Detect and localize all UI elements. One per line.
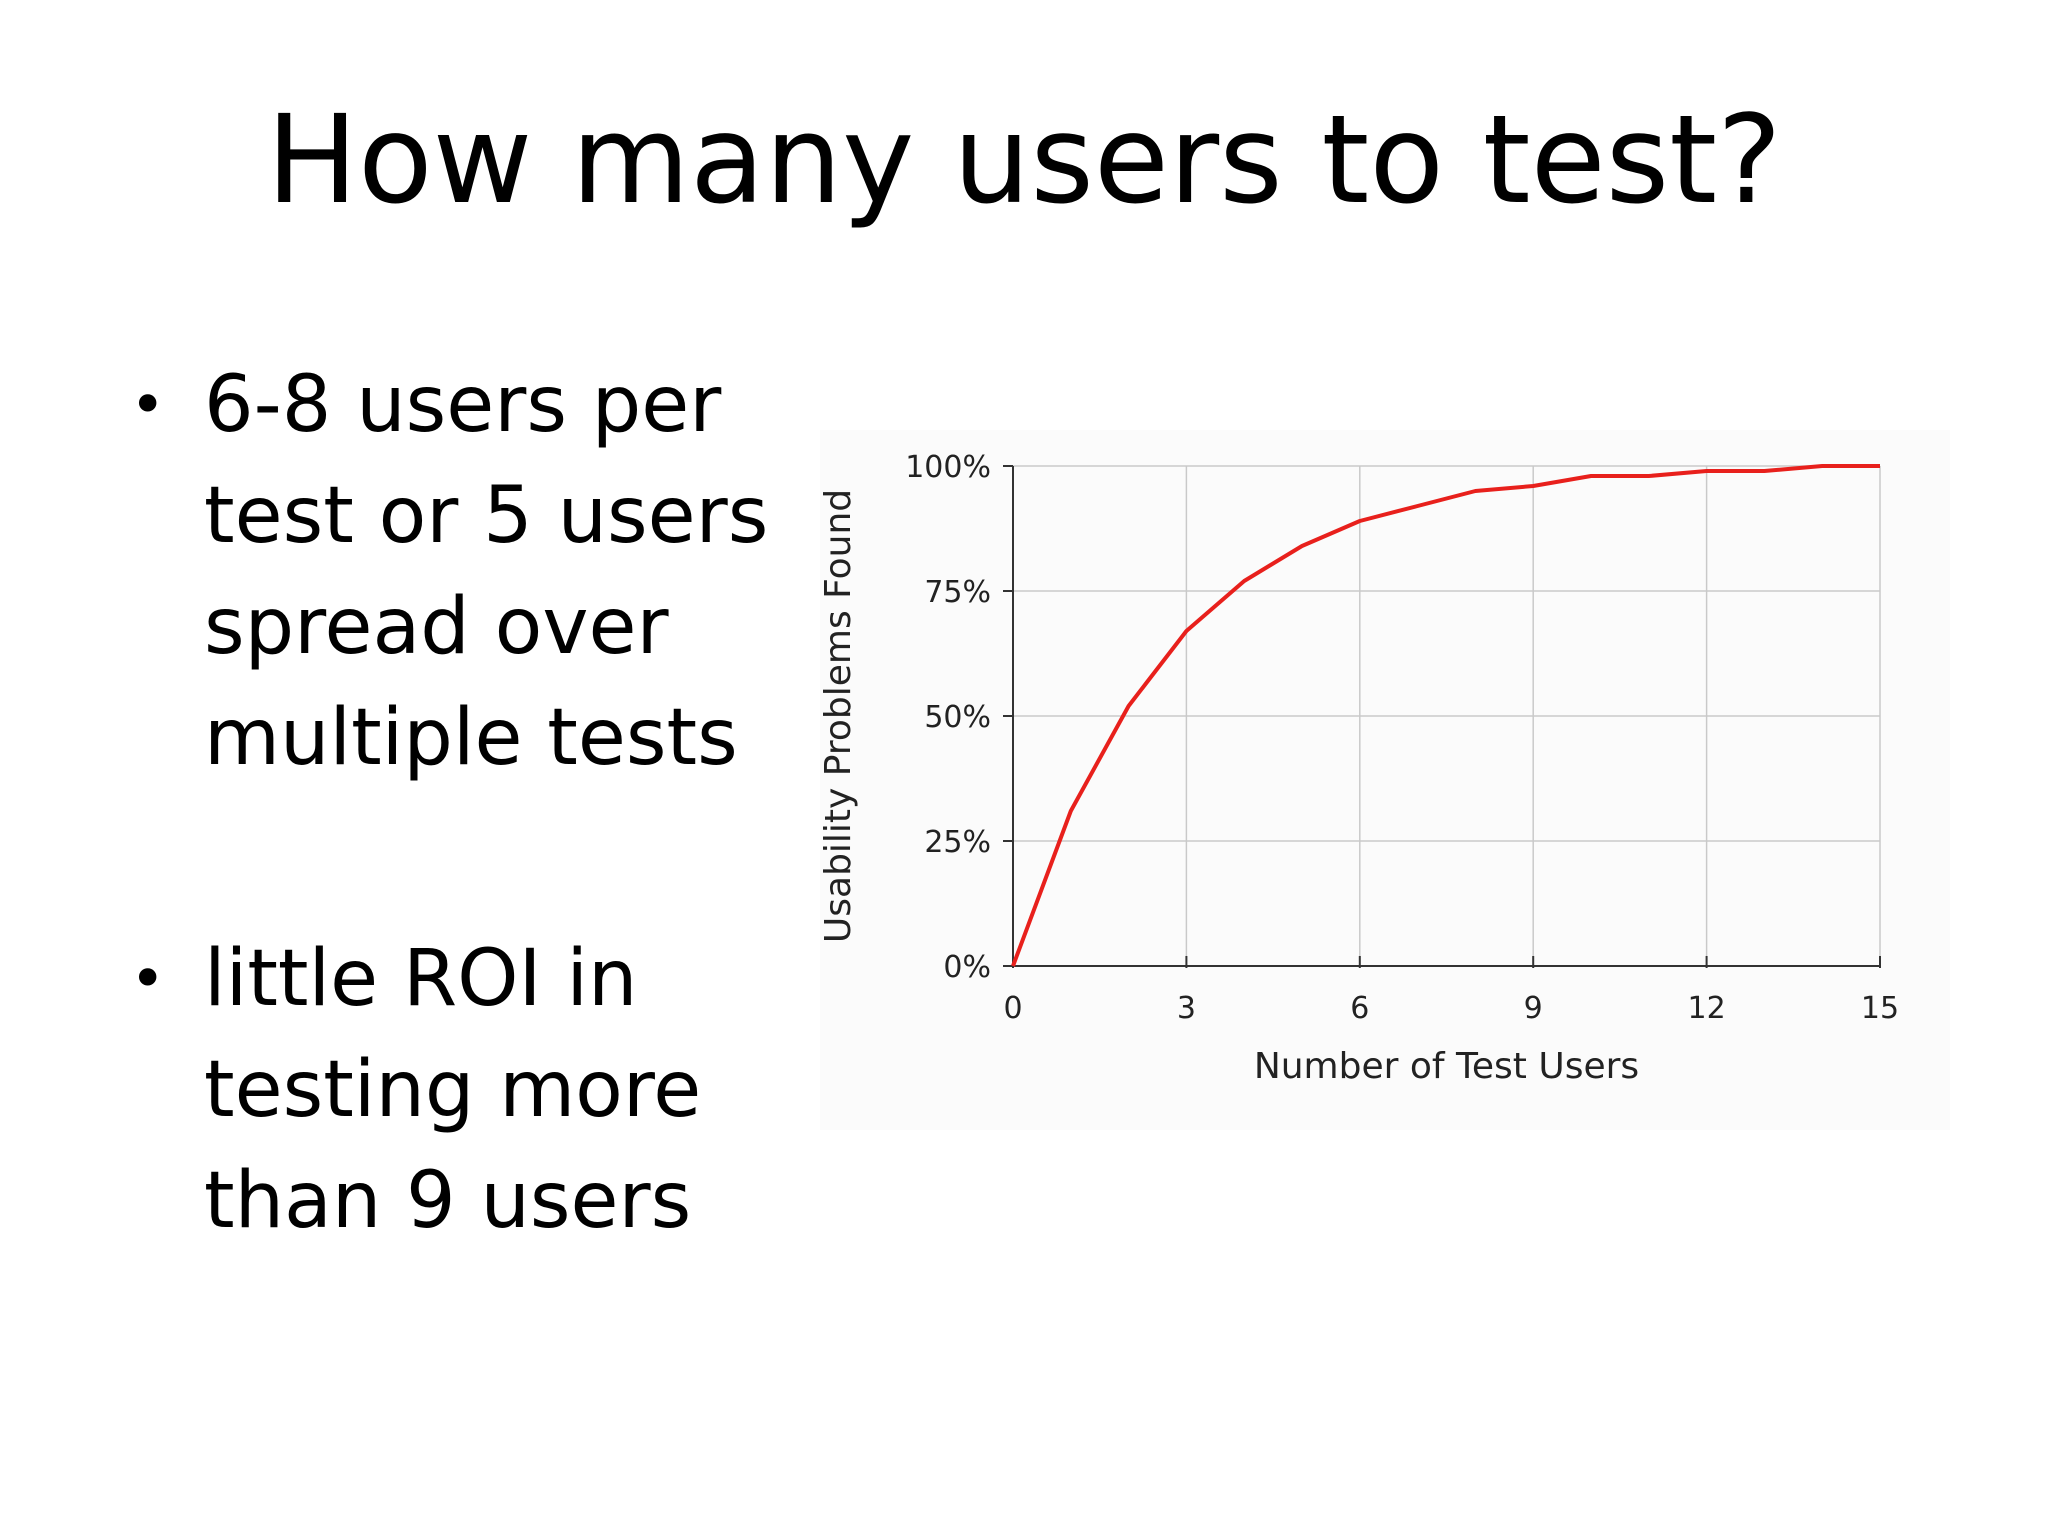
- axes: [1003, 465, 1881, 968]
- bullet-text: 6-8 users per test or 5 users spread ove…: [204, 360, 769, 783]
- y-tick-label: 25%: [924, 825, 991, 860]
- bullet-item: • 6-8 users per test or 5 users spread o…: [120, 350, 800, 794]
- plot-background: [820, 430, 1950, 1130]
- x-tick-label: 6: [1350, 991, 1369, 1026]
- x-axis-label: Number of Test Users: [1254, 1046, 1639, 1087]
- y-axis-label: Usability Problems Found: [820, 489, 859, 943]
- x-tick-label: 12: [1688, 991, 1726, 1026]
- slide-title: How many users to test?: [266, 89, 1782, 231]
- x-tick-label: 3: [1177, 991, 1196, 1026]
- x-tick-label: 15: [1861, 991, 1899, 1026]
- x-tick-label: 0: [1003, 991, 1022, 1026]
- bullet-item: • little ROI in testing more than 9 user…: [120, 924, 800, 1257]
- x-tick-label: 9: [1524, 991, 1543, 1026]
- bullet-icon: •: [130, 944, 166, 1014]
- tick-labels: 0 3 6 9 12 15 0% 25% 50% 75% 100%: [905, 450, 1899, 1026]
- usability-chart: 0 3 6 9 12 15 0% 25% 50% 75% 100% Number of Test U…: [820, 430, 1950, 1130]
- series-line: [1011, 464, 1880, 967]
- bullet-list: • 6-8 users per test or 5 users spread o…: [120, 350, 800, 1387]
- bullet-icon: •: [130, 370, 166, 440]
- grid-lines: [1013, 465, 1881, 966]
- y-tick-label: 100%: [905, 450, 991, 485]
- y-tick-label: 0%: [943, 950, 991, 985]
- bullet-text: little ROI in testing more than 9 users: [204, 934, 702, 1246]
- y-tick-label: 50%: [924, 700, 991, 735]
- y-tick-label: 75%: [924, 575, 991, 610]
